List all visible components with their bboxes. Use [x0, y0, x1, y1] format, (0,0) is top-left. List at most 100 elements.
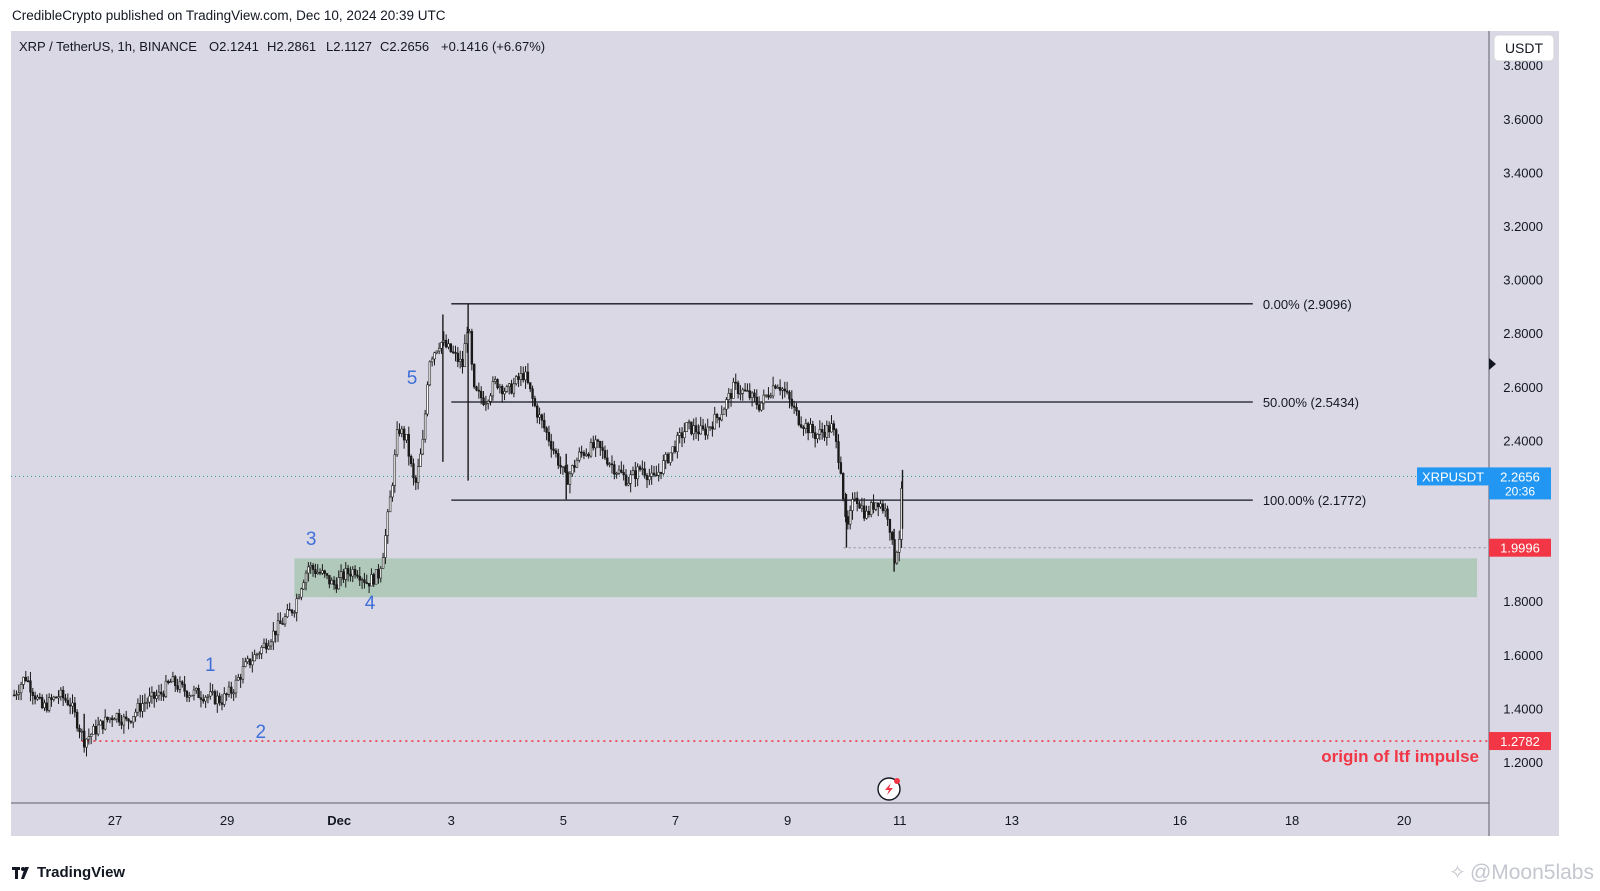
- candle-body: [753, 392, 756, 398]
- candle-body: [99, 720, 102, 726]
- candle: [342, 568, 345, 583]
- candle-body: [108, 717, 112, 721]
- watermark: ✧ @Moon5labs: [1449, 860, 1594, 885]
- candle-body: [248, 658, 252, 666]
- candle-body: [232, 692, 235, 695]
- candle-body: [332, 580, 336, 586]
- candle: [54, 696, 58, 699]
- price-scale[interactable]: [1489, 31, 1559, 803]
- candle: [346, 564, 350, 582]
- candle: [108, 717, 112, 724]
- legend-change: +0.1416 (+6.67%): [441, 39, 545, 54]
- candle: [818, 420, 822, 441]
- candle: [863, 498, 866, 522]
- candle: [648, 468, 651, 486]
- candle: [839, 456, 843, 475]
- candle: [272, 622, 275, 651]
- currency-button[interactable]: USDT: [1493, 34, 1555, 62]
- candle: [118, 708, 121, 726]
- candle: [94, 719, 98, 741]
- candle-body: [510, 383, 513, 394]
- candle: [888, 518, 892, 541]
- candle: [830, 415, 833, 433]
- candle: [239, 673, 242, 688]
- candle-body: [863, 505, 866, 519]
- candle-body: [739, 393, 742, 395]
- candle: [750, 391, 754, 407]
- candle-body: [372, 574, 375, 585]
- candle: [407, 426, 410, 466]
- candle-body: [24, 676, 27, 681]
- candle: [38, 692, 41, 700]
- candle-body: [323, 570, 326, 574]
- price-chart[interactable]: 0.00% (2.9096) 50.00% (2.5434) 100.00% (2.…: [11, 31, 1589, 851]
- candle: [150, 686, 154, 704]
- candle: [40, 694, 44, 710]
- candle-body: [176, 685, 179, 690]
- candle-body: [891, 532, 894, 540]
- candle: [806, 421, 810, 441]
- candle: [771, 376, 775, 399]
- chart-panel[interactable]: 0.00% (2.9096) 50.00% (2.5434) 100.00% (2.…: [11, 31, 1589, 851]
- candle-body: [781, 388, 784, 391]
- symbol-price-tag: XRPUSDT: [1417, 467, 1489, 486]
- plot-pane[interactable]: [11, 31, 1489, 803]
- y-tick-label: 3.0000: [1503, 273, 1543, 288]
- candle: [381, 552, 385, 569]
- candle-body: [877, 502, 880, 508]
- candle: [699, 416, 702, 435]
- candle: [274, 630, 277, 643]
- time-scale[interactable]: [11, 803, 1559, 836]
- candle-body: [505, 386, 509, 392]
- candle: [321, 564, 324, 575]
- candle: [657, 463, 660, 482]
- candle-body: [64, 697, 67, 701]
- candle-body: [545, 427, 548, 433]
- candle-body: [132, 716, 135, 723]
- candle-body: [276, 620, 280, 636]
- candle-body: [486, 401, 490, 404]
- candle-body: [659, 471, 663, 474]
- candle-body: [12, 694, 16, 697]
- candle-body: [206, 695, 210, 698]
- candle-body: [568, 473, 572, 485]
- candle: [505, 384, 509, 393]
- candle: [708, 426, 712, 431]
- candle-body: [886, 508, 889, 520]
- candle-body: [244, 661, 247, 667]
- candle-body: [230, 686, 233, 694]
- candle-body: [358, 575, 361, 581]
- fib-level-label-2: 100.00% (2.1772): [1263, 493, 1366, 508]
- candle: [125, 710, 128, 722]
- candle: [370, 568, 373, 587]
- candle-body: [272, 630, 275, 643]
- x-tick-label: 20: [1397, 813, 1411, 828]
- candle-body: [725, 399, 728, 410]
- candle-body: [199, 697, 203, 700]
- candle: [690, 421, 693, 436]
- candle-body: [143, 702, 147, 705]
- candle: [559, 456, 562, 474]
- candle-body: [790, 398, 794, 407]
- candle-body: [680, 432, 684, 439]
- candle: [311, 563, 315, 577]
- tradingview-brand[interactable]: TradingView: [12, 864, 125, 881]
- candle: [176, 678, 179, 693]
- candle-body: [792, 405, 796, 408]
- candle: [678, 427, 681, 444]
- candle: [662, 454, 665, 476]
- candle-body: [120, 721, 123, 726]
- candle: [720, 405, 723, 422]
- candle: [134, 708, 137, 722]
- candle-body: [648, 476, 651, 481]
- candle: [645, 472, 649, 488]
- candle-body: [823, 431, 826, 438]
- candle-body: [533, 398, 537, 407]
- candle-body: [89, 733, 93, 737]
- candle-body: [578, 451, 581, 461]
- candle-body: [676, 435, 679, 452]
- y-tick-label: 1.2000: [1503, 755, 1543, 770]
- candle-body: [220, 702, 224, 705]
- candle: [797, 409, 801, 427]
- lightning-bolt-icon[interactable]: [877, 777, 901, 801]
